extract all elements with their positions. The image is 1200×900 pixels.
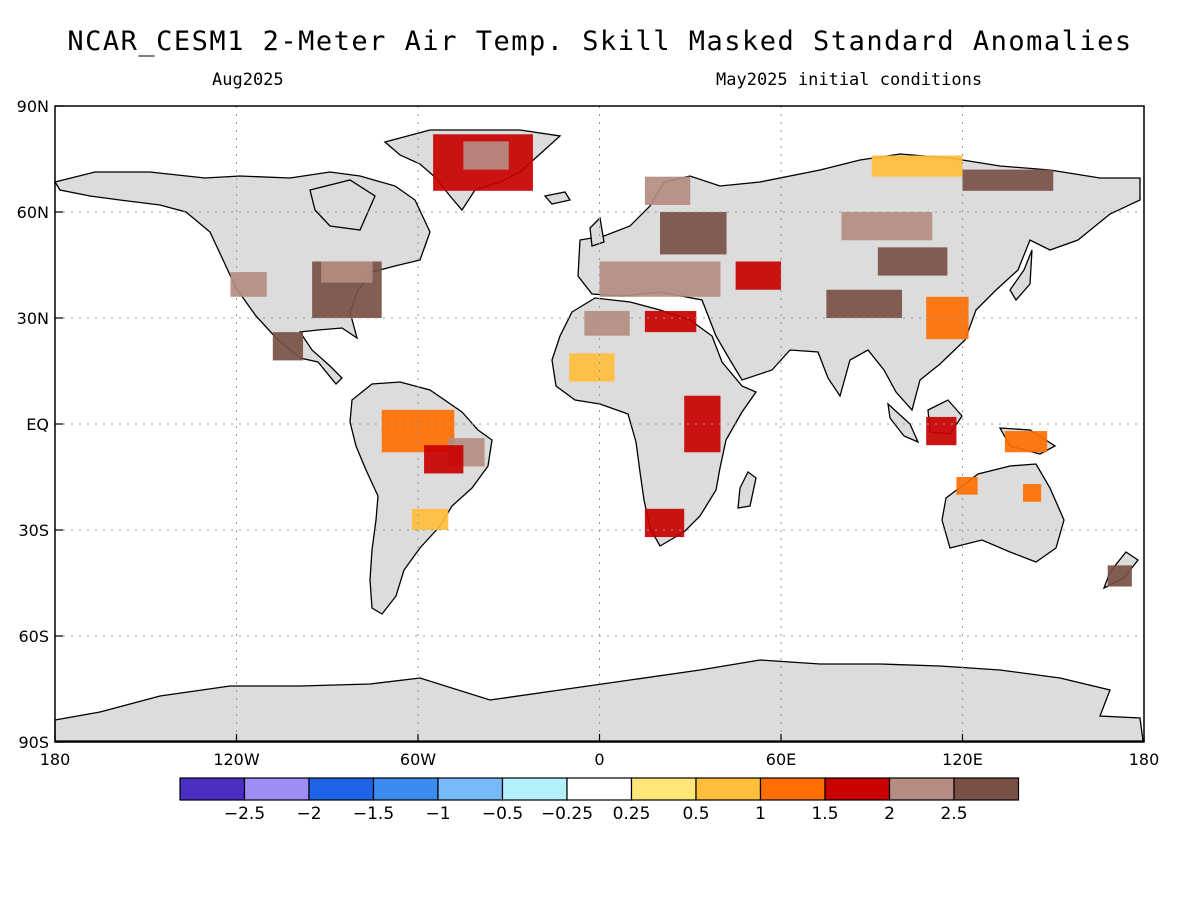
- lon-tick-label: 180: [40, 750, 71, 769]
- colorbar-label: −2.5: [224, 804, 265, 824]
- gridlines: [55, 106, 1144, 742]
- anomaly-eastern-europe: [660, 212, 727, 255]
- lon-tick-label: 60E: [766, 750, 796, 769]
- anomaly-mexico: [272, 332, 304, 361]
- anomaly-sahara-south: [569, 353, 615, 382]
- longitude-ticks: 180 120W 60W 0 60E 120E 180: [40, 734, 1160, 769]
- japan-landmass: [1009, 249, 1033, 302]
- colorbar-swatch: [437, 777, 504, 801]
- colorbar-swatch: [243, 777, 310, 801]
- lon-tick-label: 120E: [942, 750, 983, 769]
- colorbar-swatch: [824, 777, 891, 801]
- anomaly-caspian: [735, 261, 781, 290]
- lat-tick-label: 90S: [18, 733, 49, 752]
- colorbar-swatch: [179, 777, 246, 801]
- anomaly-scandinavia: [644, 176, 691, 205]
- colorbar-label: −2: [296, 804, 321, 824]
- uk-landmass: [589, 216, 605, 247]
- madagascar-landmass: [737, 471, 757, 509]
- colorbar-swatch: [566, 777, 633, 801]
- lon-tick-label: 120W: [213, 750, 260, 769]
- anomaly-new-guinea: [1004, 431, 1048, 453]
- anomaly-brazil-core: [424, 445, 464, 474]
- colorbar-label: −0.25: [541, 804, 593, 824]
- valid-month-label: Aug2025: [212, 70, 284, 90]
- anomaly-new-zealand: [1107, 565, 1132, 587]
- anomaly-south-africa: [644, 508, 685, 538]
- colorbar-swatch: [695, 777, 762, 801]
- anomaly-greenland-core: [463, 141, 509, 170]
- lat-tick-label: 60N: [17, 203, 49, 222]
- colorbar-swatch: [372, 777, 439, 801]
- lat-tick-label: 30N: [17, 309, 49, 328]
- colorbar-label: 1: [755, 804, 766, 824]
- lat-tick-label: EQ: [26, 415, 49, 434]
- colorbar-swatch: [630, 777, 697, 801]
- colorbar-label: 2.5: [940, 804, 967, 824]
- anomaly-australia-east: [1023, 484, 1042, 502]
- colorbar-swatch: [501, 777, 568, 801]
- colorbar-label: −0.5: [482, 804, 523, 824]
- anomaly-mediterranean: [599, 261, 721, 297]
- iceland-landmass: [543, 191, 572, 205]
- latitude-ticks: 90N 60N 30N EQ 30S 60S 90S: [17, 97, 63, 752]
- colorbar-label: −1: [425, 804, 450, 824]
- anomaly-libya-egypt: [644, 310, 697, 333]
- anomaly-east-africa: [684, 395, 721, 453]
- lon-tick-label: 0: [594, 750, 604, 769]
- colorbar-label: 0.5: [682, 804, 709, 824]
- colorbar: −2.5 −2 −1.5 −1 −0.5 −0.25 0.25 0.5 1 1.5 2 2.5: [179, 777, 1020, 824]
- colorbar-swatch: [888, 777, 955, 801]
- colorbar-swatch: [759, 777, 826, 801]
- colorbar-label: 1.5: [811, 804, 838, 824]
- sumatra-landmass: [887, 402, 920, 444]
- colorbar-swatch: [953, 777, 1020, 801]
- anomaly-northeast-asia: [962, 169, 1054, 191]
- anomaly-tibet: [826, 289, 902, 318]
- anomaly-central-siberia: [841, 212, 933, 241]
- lon-tick-label: 60W: [400, 750, 436, 769]
- anomaly-south-brazil: [411, 508, 449, 530]
- anomaly-indonesia: [926, 416, 957, 446]
- colorbar-label: −1.5: [353, 804, 394, 824]
- lat-tick-label: 30S: [18, 521, 49, 540]
- anomaly-east-china: [926, 296, 969, 340]
- anomaly-siberia-north: [871, 155, 963, 177]
- anomaly-western-us: [230, 272, 267, 297]
- initial-conditions-label: May2025 initial conditions: [716, 70, 983, 90]
- anomaly-layer: [230, 134, 1132, 587]
- anomaly-sahara-west: [584, 310, 630, 336]
- lat-tick-label: 60S: [18, 627, 49, 646]
- colorbar-swatch: [308, 777, 375, 801]
- colorbar-label: 2: [884, 804, 895, 824]
- anomaly-great-lakes: [321, 261, 373, 283]
- arctic-islands-landmass: [309, 179, 376, 231]
- anomaly-mongolia: [877, 247, 948, 276]
- lat-tick-label: 90N: [17, 97, 49, 116]
- lon-tick-label: 180: [1129, 750, 1160, 769]
- map-title: NCAR_CESM1 2-Meter Air Temp. Skill Maske…: [67, 26, 1133, 57]
- antarctica-landmass: [54, 659, 1144, 742]
- colorbar-label: 0.25: [613, 804, 651, 824]
- anomaly-australia-north: [956, 477, 978, 495]
